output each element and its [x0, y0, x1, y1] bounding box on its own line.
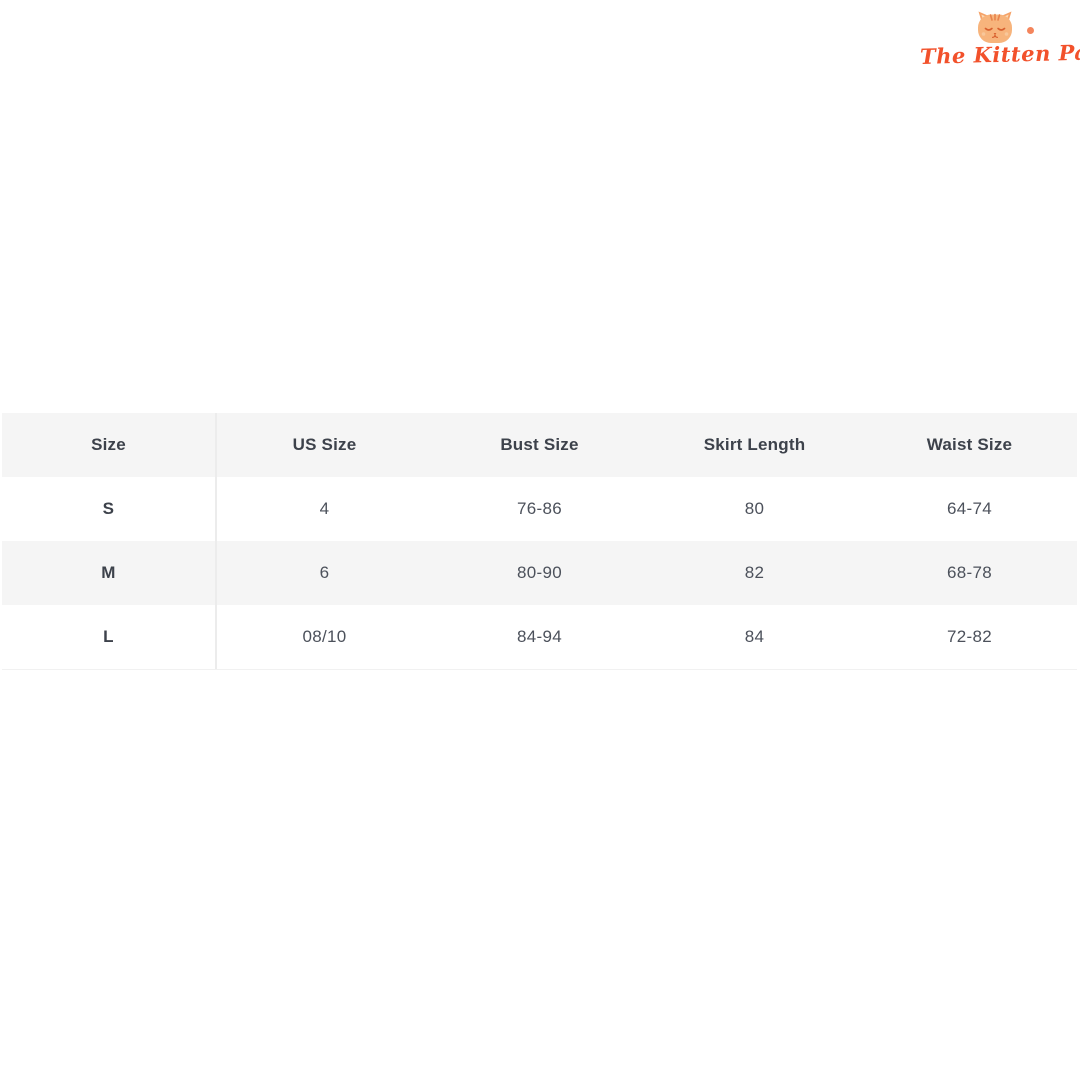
table-row-m: M 6 80-90 82 68-78 — [2, 541, 1077, 605]
cell-skirt-length: 80 — [744, 499, 765, 518]
header-cell-waist-size: Waist Size — [926, 435, 1013, 454]
header-cell-size: Size — [2, 413, 217, 477]
brand-logo: The Kitten Park — [919, 10, 1080, 69]
paw-print-icon — [1027, 27, 1034, 34]
cell-waist-size: 64-74 — [947, 499, 992, 518]
cell-us-size: 4 — [319, 499, 330, 518]
header-cell-bust-size: Bust Size — [500, 435, 579, 454]
cell-skirt-length: 82 — [744, 563, 765, 582]
size-chart-table: Size US Size Bust Size Skirt Length Wais… — [2, 413, 1077, 670]
header-cell-skirt-length: Skirt Length — [703, 435, 806, 454]
table-row-s: S 4 76-86 80 64-74 — [2, 477, 1077, 541]
size-chart-header-row: Size US Size Bust Size Skirt Length Wais… — [2, 413, 1077, 477]
table-row-l: L 08/10 84-94 84 72-82 — [2, 605, 1077, 669]
cell-bust-size: 84-94 — [517, 627, 562, 646]
brand-name: The Kitten Park — [919, 38, 1080, 69]
cell-size: M — [2, 541, 217, 605]
cell-waist-size: 68-78 — [947, 563, 992, 582]
cell-us-size: 08/10 — [302, 627, 347, 646]
cell-us-size: 6 — [319, 563, 330, 582]
header-cell-us-size: US Size — [292, 435, 357, 454]
cell-waist-size: 72-82 — [947, 627, 992, 646]
logo-icon-row — [920, 10, 1070, 44]
cell-size: L — [2, 605, 217, 669]
cell-bust-size: 80-90 — [517, 563, 562, 582]
cell-size: S — [2, 477, 217, 541]
cell-skirt-length: 84 — [744, 627, 765, 646]
kitten-face-icon — [975, 10, 1015, 44]
cell-bust-size: 76-86 — [517, 499, 562, 518]
